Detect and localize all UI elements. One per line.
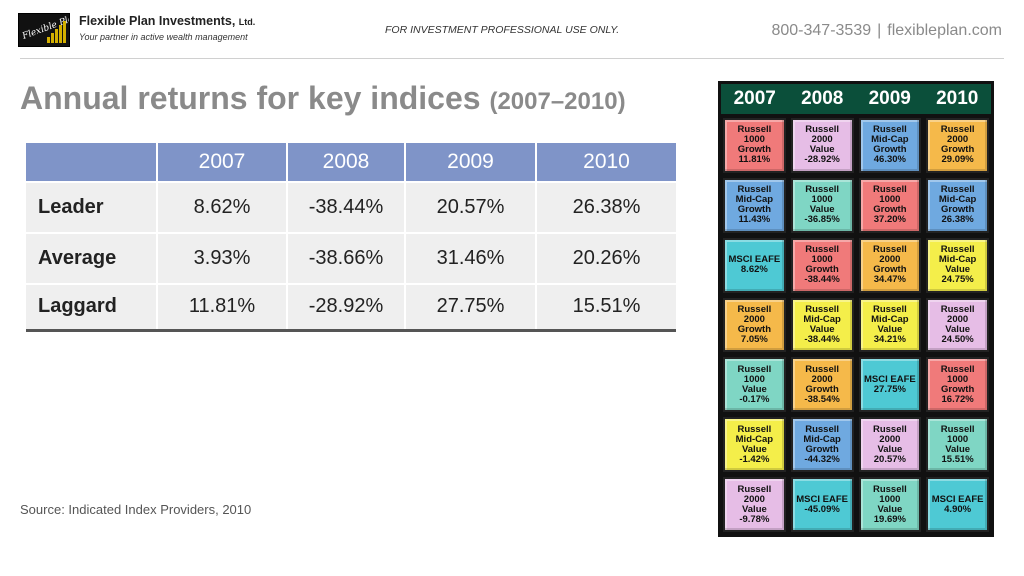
row-label: Laggard <box>26 283 158 330</box>
quilt-cell: Russell 1000 Growth 37.20% <box>858 177 922 233</box>
table-cell: 26.38% <box>536 181 676 233</box>
logo-bars-icon <box>47 21 66 43</box>
quilt-cell: Russell Mid-Cap Value -1.42% <box>723 417 786 473</box>
company-logo: Flexible Plan <box>18 13 70 47</box>
quilt-cell: Russell 2000 Value -9.78% <box>723 477 786 532</box>
table-row: Leader 8.62% -38.44% 20.57% 26.38% <box>26 181 676 233</box>
quilt-cell: Russell 1000 Growth 11.81% <box>723 118 786 173</box>
table-header-row: 2007 2008 2009 2010 <box>26 143 676 182</box>
page-title: Annual returns for key indices (2007–201… <box>20 80 626 117</box>
quilt-cell: Russell 1000 Growth -38.44% <box>790 237 854 293</box>
quilt-cell: MSCI EAFE -45.09% <box>790 477 854 532</box>
table-cell: -28.92% <box>287 283 406 330</box>
header-divider <box>20 58 1004 59</box>
table-cell: -38.44% <box>287 181 406 233</box>
column-header <box>26 143 158 182</box>
contact-separator: | <box>877 22 882 39</box>
table-cell: 8.62% <box>157 181 288 233</box>
quilt-cell: Russell Mid-Cap Value 34.21% <box>858 297 922 353</box>
company-tagline: Your partner in active wealth management <box>79 32 248 42</box>
quilt-cell: Russell 2000 Growth 29.09% <box>926 118 989 173</box>
table-cell: 15.51% <box>536 283 676 330</box>
quilt-year: 2010 <box>936 88 979 109</box>
table-cell: 11.81% <box>157 283 288 330</box>
source-note: Source: Indicated Index Providers, 2010 <box>20 502 252 517</box>
column-header: 2007 <box>157 143 288 182</box>
quilt-cell: Russell Mid-Cap Growth 46.30% <box>858 118 922 173</box>
quilt-cell: MSCI EAFE 8.62% <box>723 237 786 293</box>
column-header: 2008 <box>287 143 406 182</box>
company-suffix: Ltd. <box>238 17 256 27</box>
company-block: Flexible Plan Investments, Ltd. Your par… <box>79 14 255 42</box>
website-link[interactable]: flexibleplan.com <box>887 22 1002 39</box>
table-cell: 27.75% <box>405 283 537 330</box>
row-label: Leader <box>26 181 158 233</box>
quilt-cell: Russell 1000 Value -0.17% <box>723 357 786 413</box>
quilt-cell: Russell 1000 Growth 16.72% <box>926 357 989 413</box>
quilt-cell: Russell 1000 Value 15.51% <box>926 417 989 473</box>
table-row: Average 3.93% -38.66% 31.46% 20.26% <box>26 232 676 284</box>
quilt-cell: Russell 2000 Value 20.57% <box>858 417 922 473</box>
table-row: Laggard 11.81% -28.92% 27.75% 15.51% <box>26 283 676 330</box>
column-header: 2009 <box>405 143 537 182</box>
quilt-cell: Russell Mid-Cap Value -38.44% <box>790 297 854 353</box>
quilt-cell: Russell 2000 Growth 7.05% <box>723 297 786 353</box>
disclaimer: FOR INVESTMENT PROFESSIONAL USE ONLY. <box>385 24 620 36</box>
quilt-year: 2009 <box>868 88 911 109</box>
row-label: Average <box>26 232 158 284</box>
quilt-year: 2007 <box>733 88 776 109</box>
table-cell: -38.66% <box>287 232 406 284</box>
quilt-cell: Russell Mid-Cap Growth -44.32% <box>790 417 854 473</box>
periodic-table-of-returns: 2007 2008 2009 2010 Russell 1000 Growth … <box>718 81 994 537</box>
quilt-year-header: 2007 2008 2009 2010 <box>721 84 991 114</box>
quilt-cell: Russell 2000 Growth 34.47% <box>858 237 922 293</box>
title-subtitle: (2007–2010) <box>489 88 626 115</box>
title-main: Annual returns for key indices <box>20 80 481 116</box>
quilt-cell: MSCI EAFE 27.75% <box>858 357 922 413</box>
quilt-grid: Russell 1000 Growth 11.81% Russell 2000 V… <box>721 114 991 534</box>
quilt-cell: MSCI EAFE 4.90% <box>926 477 989 532</box>
returns-table: 2007 2008 2009 2010 Leader 8.62% -38.44%… <box>26 143 676 332</box>
column-header: 2010 <box>536 143 676 182</box>
table-cell: 31.46% <box>405 232 537 284</box>
table-cell: 20.57% <box>405 181 537 233</box>
quilt-cell: Russell 1000 Value -36.85% <box>790 177 854 233</box>
company-name: Flexible Plan Investments, Ltd. <box>79 14 255 28</box>
quilt-year: 2008 <box>801 88 844 109</box>
quilt-cell: Russell 2000 Value -28.92% <box>790 118 854 173</box>
quilt-cell: Russell Mid-Cap Growth 26.38% <box>926 177 989 233</box>
quilt-cell: Russell 2000 Growth -38.54% <box>790 357 854 413</box>
quilt-cell: Russell 2000 Value 24.50% <box>926 297 989 353</box>
contact-info: 800-347-3539 | flexibleplan.com <box>771 22 1002 40</box>
table-cell: 3.93% <box>157 232 288 284</box>
phone-number: 800-347-3539 <box>771 22 872 39</box>
quilt-cell: Russell 1000 Value 19.69% <box>858 477 922 532</box>
quilt-cell: Russell Mid-Cap Growth 11.43% <box>723 177 786 233</box>
table-cell: 20.26% <box>536 232 676 284</box>
company-name-text: Flexible Plan Investments, <box>79 14 236 28</box>
quilt-cell: Russell Mid-Cap Value 24.75% <box>926 237 989 293</box>
